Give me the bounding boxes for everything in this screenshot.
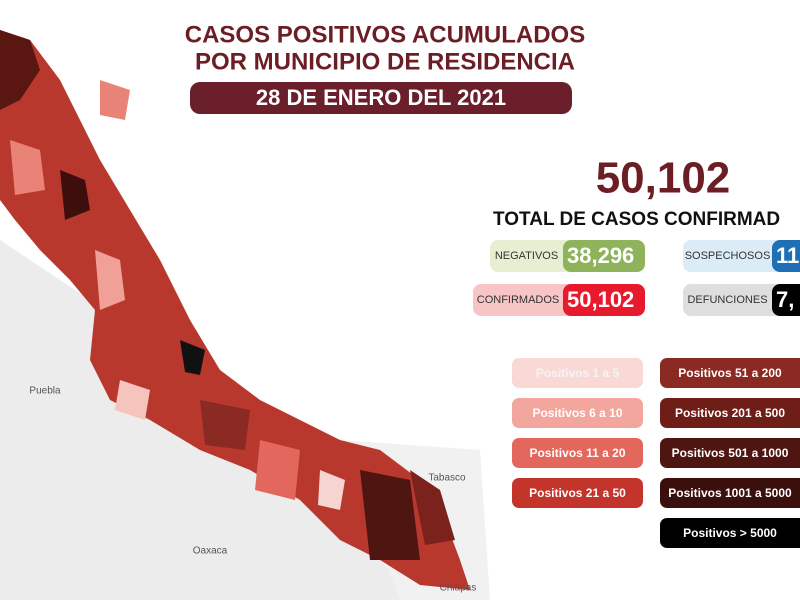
municipality <box>360 470 420 560</box>
map-label: Tabasco <box>428 473 466 484</box>
municipality <box>180 340 205 375</box>
map-label: Puebla <box>29 386 61 397</box>
legend-label: Positivos 201 a 500 <box>675 406 785 420</box>
stat-label: NEGATIVOS <box>495 250 558 262</box>
municipality <box>318 470 345 510</box>
municipality <box>255 440 300 500</box>
stat-value-box <box>563 284 645 316</box>
map-label: Chiapas <box>440 583 477 594</box>
legend-swatch <box>512 478 643 508</box>
stat-value-box <box>772 284 800 316</box>
legend-swatch <box>660 398 800 428</box>
title: CASOS POSITIVOS ACUMULADOS <box>185 21 585 48</box>
municipality <box>115 380 150 420</box>
municipality <box>60 170 90 220</box>
legend-label: Positivos > 5000 <box>683 526 777 540</box>
municipality <box>95 250 125 310</box>
title: POR MUNICIPIO DE RESIDENCIA <box>195 48 575 75</box>
stat-label: DEFUNCIONES <box>687 294 767 306</box>
legend-label: Positivos 21 a 50 <box>529 486 626 500</box>
legend-label: Positivos 51 a 200 <box>678 366 782 380</box>
stat-value: 11 <box>776 243 799 268</box>
legend-swatch <box>660 518 800 548</box>
legend-swatch <box>660 358 800 388</box>
legend-label: Positivos 1001 a 5000 <box>668 486 792 500</box>
stat-label: CONFIRMADOS <box>477 294 560 306</box>
legend-label: Positivos 501 a 1000 <box>672 446 789 460</box>
municipality <box>10 140 45 195</box>
state-map <box>0 30 470 590</box>
date-banner <box>190 82 572 114</box>
stat-value: 38,296 <box>567 243 634 268</box>
legend-label: Positivos 1 a 5 <box>536 366 620 380</box>
stat-value-box <box>563 240 645 272</box>
legend-swatch <box>512 398 643 428</box>
stat-pill <box>683 284 800 316</box>
municipality <box>410 470 455 545</box>
municipality <box>100 80 130 120</box>
legend-swatch <box>512 358 643 388</box>
legend-label: Positivos 11 a 20 <box>529 446 625 460</box>
stat-pill <box>683 240 800 272</box>
stat-label: SOSPECHOSOS <box>685 250 771 262</box>
legend-label: Positivos 6 a 10 <box>532 406 622 420</box>
municipality <box>0 30 40 110</box>
total-label: TOTAL DE CASOS CONFIRMAD <box>493 209 780 230</box>
legend-swatch <box>512 438 643 468</box>
stat-value-box <box>772 240 800 272</box>
legend-swatch <box>660 438 800 468</box>
total: 50,102 <box>596 154 731 203</box>
stat-value: 50,102 <box>567 287 634 312</box>
legend-swatch <box>660 478 800 508</box>
municipality <box>200 400 250 450</box>
map-label: Oaxaca <box>193 546 228 557</box>
date: 28 DE ENERO DEL 2021 <box>256 85 506 110</box>
stat-value: 7, <box>776 287 794 312</box>
